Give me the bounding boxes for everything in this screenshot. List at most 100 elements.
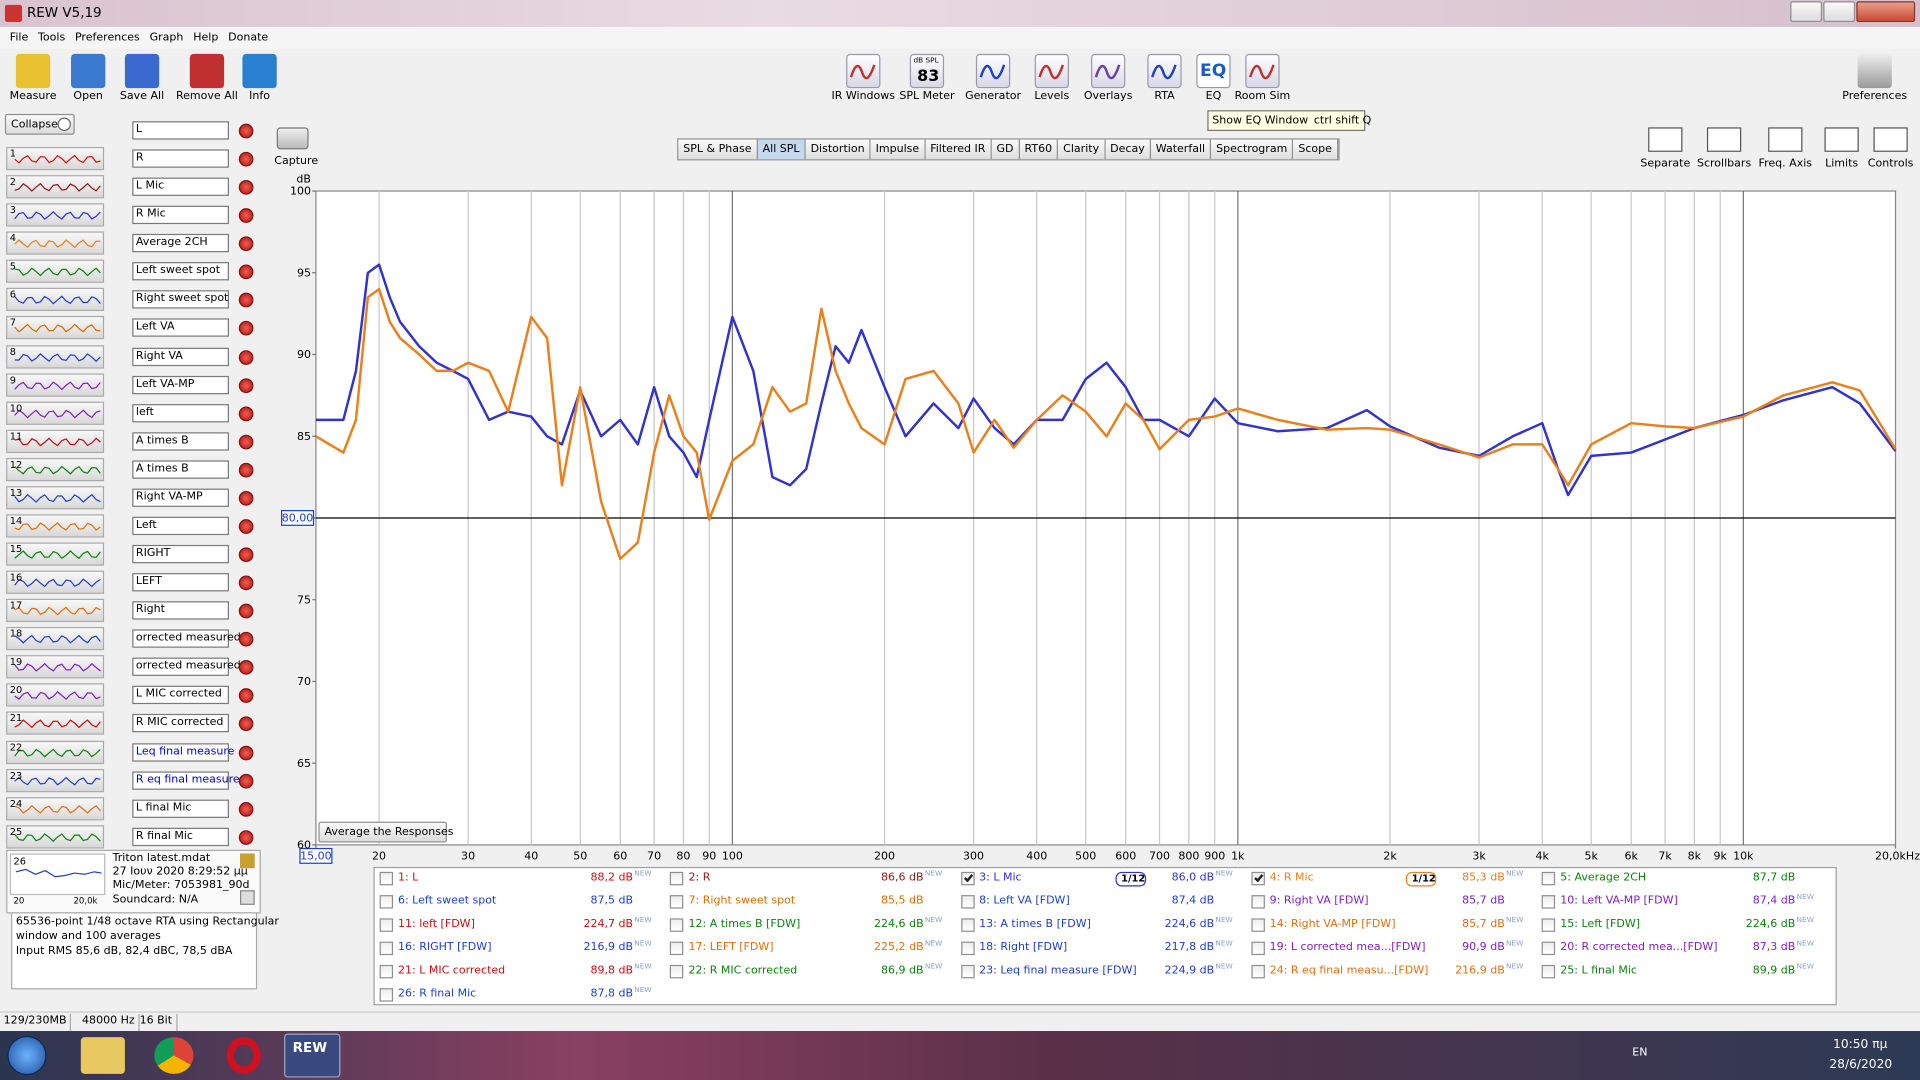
legend-name[interactable]: 9: Right VA [FDW] <box>1269 895 1369 908</box>
close-button[interactable] <box>1856 1 1916 23</box>
tool-icon[interactable] <box>189 53 225 89</box>
legend-checkbox[interactable] <box>379 895 394 909</box>
legend-name[interactable]: 16: RIGHT [FDW] <box>397 941 492 954</box>
legend-checkbox[interactable] <box>379 918 394 932</box>
tool-icon[interactable] <box>15 53 51 89</box>
legend-name[interactable]: 14: Right VA-MP [FDW] <box>1269 918 1396 931</box>
tool-label[interactable]: Overlays <box>1083 90 1133 103</box>
control-label[interactable]: Separate <box>1640 157 1691 171</box>
legend-checkbox[interactable] <box>1541 918 1556 932</box>
menu-item[interactable]: Help <box>193 31 219 45</box>
measurement-thumbnail[interactable]: 21 <box>6 712 105 736</box>
legend-name[interactable]: 10: Left VA-MP [FDW] <box>1560 895 1678 908</box>
measurement-name[interactable]: Left VA-MP <box>135 377 195 391</box>
graph-tab[interactable]: Impulse <box>870 139 926 160</box>
measurement-name[interactable]: Right <box>135 603 165 617</box>
legend-name[interactable]: 19: L corrected mea...[FDW] <box>1269 941 1426 954</box>
legend-name[interactable]: 1: L <box>397 871 419 885</box>
tool-label[interactable]: RTA <box>1154 90 1175 103</box>
legend-checkbox[interactable] <box>1541 964 1556 979</box>
delete-button[interactable] <box>238 123 254 139</box>
measurement-name-box[interactable]: Average 2CH <box>132 234 229 253</box>
measurement-name-box[interactable]: R Mic <box>132 205 229 225</box>
legend-checkbox[interactable] <box>670 871 684 886</box>
legend-checkbox[interactable] <box>670 918 684 932</box>
delete-button[interactable] <box>238 773 254 789</box>
measurement-name[interactable]: left <box>135 406 154 419</box>
measurement-name[interactable]: RIGHT <box>135 547 171 560</box>
delete-button[interactable] <box>238 801 254 817</box>
measurement-name[interactable]: A times B <box>135 434 189 447</box>
graph-tab[interactable]: Clarity <box>1058 139 1106 160</box>
delete-button[interactable] <box>238 716 254 732</box>
legend-name[interactable]: 12: A times B [FDW] <box>688 918 801 931</box>
delete-button[interactable] <box>238 377 254 393</box>
legend-name[interactable]: 15: Left [FDW] <box>1560 918 1641 931</box>
graph-tab[interactable]: Spectrogram <box>1211 139 1294 160</box>
measurement-name[interactable]: R MIC corrected <box>135 716 224 730</box>
capture-icon[interactable] <box>276 127 309 150</box>
graph-tab[interactable]: GD <box>991 139 1020 160</box>
measurement-name-box[interactable]: left <box>132 403 229 423</box>
delete-button[interactable] <box>238 349 254 365</box>
legend-checkbox[interactable] <box>1541 871 1556 886</box>
delete-button[interactable] <box>238 547 254 563</box>
tool-label[interactable]: Room Sim <box>1234 90 1291 103</box>
delete-button[interactable] <box>238 829 254 845</box>
measurement-thumbnail[interactable]: 18 <box>6 627 105 651</box>
graph-tab[interactable]: Decay <box>1105 139 1151 160</box>
menu-item[interactable]: Tools <box>38 31 66 45</box>
menu-item[interactable]: Preferences <box>74 31 140 45</box>
legend-name[interactable]: 20: R corrected mea...[FDW] <box>1560 941 1718 954</box>
measurement-name-box[interactable]: L final Mic <box>132 799 229 818</box>
control-icon[interactable] <box>1648 127 1683 152</box>
measurement-name[interactable]: Right sweet spot <box>135 293 229 306</box>
measurement-thumbnail[interactable]: 16 <box>6 570 105 595</box>
measurement-name-box[interactable]: L Mic <box>132 177 229 197</box>
measurement-name-box[interactable]: Left <box>132 516 229 536</box>
measurement-name-box[interactable]: LEFT <box>132 573 229 592</box>
legend-name[interactable]: 26: R final Mic <box>397 988 477 1001</box>
measurement-name[interactable]: L <box>135 123 143 136</box>
measurement-name[interactable]: R eq final measure <box>135 773 240 786</box>
tool-icon[interactable] <box>1147 53 1182 89</box>
clock-date[interactable]: 28/6/2020 <box>1829 1057 1893 1072</box>
graph-tab[interactable]: RT60 <box>1019 139 1059 160</box>
start-button[interactable] <box>7 1035 47 1076</box>
measurement-name-box[interactable]: orrected measured <box>132 629 241 649</box>
legend-name[interactable]: 23: Leq final measure [FDW] <box>979 964 1137 978</box>
measurement-name[interactable]: Average 2CH <box>135 236 208 249</box>
graph-tab[interactable]: Scope <box>1293 139 1339 160</box>
legend-checkbox[interactable] <box>960 871 975 886</box>
control-icon[interactable] <box>1873 127 1908 152</box>
tool-label[interactable]: SPL Meter <box>899 90 955 103</box>
measurement-name[interactable]: Right VA-MP <box>135 490 203 504</box>
measurement-thumbnail[interactable]: 4 <box>6 231 105 256</box>
measurement-name[interactable]: Left <box>135 519 157 532</box>
legend-name[interactable]: 11: left [FDW] <box>397 918 475 931</box>
average-button[interactable]: Average the Responses <box>318 821 454 843</box>
legend-name[interactable]: 7: Right sweet spot <box>688 895 796 908</box>
measurement-thumbnail[interactable]: 8 <box>6 344 105 369</box>
delete-button[interactable] <box>238 293 254 308</box>
legend-name[interactable]: 22: R MIC corrected <box>688 964 798 978</box>
tool-icon[interactable] <box>1034 53 1069 89</box>
legend-checkbox[interactable] <box>1541 941 1556 956</box>
opera-button[interactable] <box>226 1037 261 1074</box>
tool-icon[interactable]: EQ <box>1196 53 1231 89</box>
tool-label[interactable]: Save All <box>119 90 165 103</box>
graph-tab[interactable]: Waterfall <box>1150 139 1212 160</box>
control-label[interactable]: Freq. Axis <box>1758 157 1813 171</box>
delete-button[interactable] <box>238 434 254 450</box>
minimize-button[interactable] <box>1790 1 1823 23</box>
menu-item[interactable]: Graph <box>149 31 184 45</box>
tool-icon[interactable] <box>846 53 881 89</box>
legend-checkbox[interactable] <box>960 918 975 932</box>
measurement-thumbnail[interactable]: 3 <box>6 203 105 227</box>
tool-icon[interactable]: dB SPL 83 <box>909 53 945 89</box>
legend-checkbox[interactable] <box>379 871 394 886</box>
measurement-thumbnail[interactable]: 19 <box>6 655 105 679</box>
measurement-name-box[interactable]: Left VA-MP <box>132 375 229 394</box>
measurement-name[interactable]: R <box>135 151 144 165</box>
control-label[interactable]: Limits <box>1825 157 1859 171</box>
